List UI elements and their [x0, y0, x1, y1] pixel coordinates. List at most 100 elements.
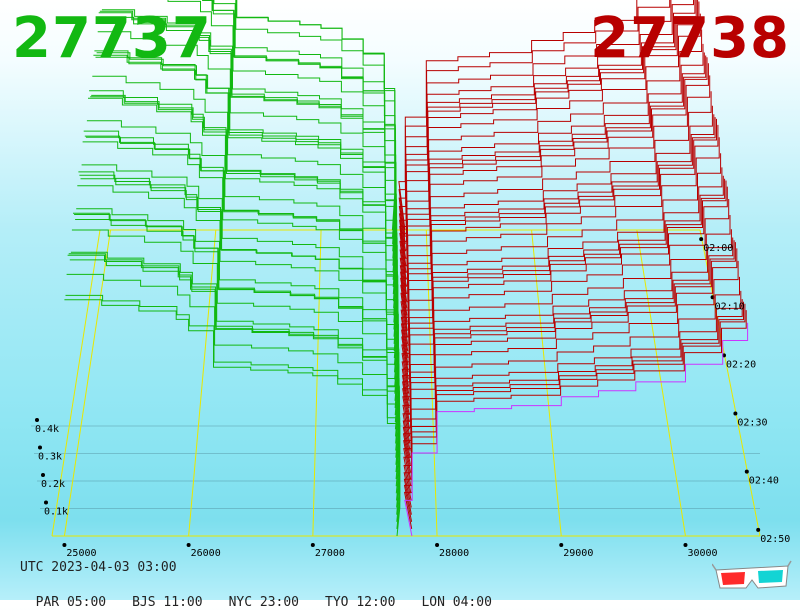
- bid-depth-line: [213, 0, 396, 252]
- depth-tick-label: 0.3k: [38, 452, 62, 463]
- ask-depth-line: [401, 137, 720, 387]
- ask-depth-line: [402, 240, 735, 465]
- bid-depth-line: [70, 251, 400, 494]
- ask-depth-line: [402, 229, 732, 451]
- bid-depth-line: [73, 212, 400, 480]
- ask-depth-line: [399, 52, 705, 309]
- ask-depth-line: [403, 248, 738, 480]
- price-gridline: [312, 229, 322, 537]
- timezone-nyc: NYC 23:00: [228, 595, 300, 610]
- time-tick-dot: [756, 527, 761, 532]
- bid-depth-line: [90, 96, 398, 366]
- ask-depth-line: [400, 63, 709, 330]
- timezone-par: PAR 05:00: [35, 595, 107, 610]
- ask-depth-line: [402, 186, 728, 430]
- price-tick-label: 30000: [687, 548, 717, 559]
- ask-depth-line: [400, 57, 708, 323]
- bid-depth-line: [82, 141, 399, 416]
- price-tick-dot: [559, 543, 564, 547]
- ask-depth-line: [398, 0, 696, 259]
- ask-depth-line: [401, 118, 717, 373]
- timezone-list: PAR 05:00 BJS 11:00 NYC 23:00 TYO 12:00 LON …: [20, 580, 518, 610]
- ask-depth-line: [404, 322, 749, 537]
- bid-depth-line: [100, 16, 397, 295]
- depth-tick-dot: [35, 418, 39, 422]
- ask-depth-line: [401, 175, 724, 408]
- ask-depth-line: [403, 301, 744, 515]
- ask-depth-line: [398, 0, 694, 252]
- ask-depth-line: [399, 29, 703, 295]
- 3d-glasses-icon[interactable]: [712, 560, 792, 594]
- bid-depth-line: [235, 0, 396, 245]
- utc-time: UTC 2023-04-03 03:00: [20, 560, 177, 575]
- ask-depth-line: [403, 299, 743, 508]
- frame-line: [51, 229, 101, 537]
- price-tick-dot: [62, 543, 67, 547]
- bid-depth-line: [75, 219, 400, 465]
- bid-depth-line: [93, 54, 398, 344]
- price-gridline: [188, 229, 217, 537]
- ask-depth-line: [398, 0, 638, 231]
- bid-depth-line: [212, 0, 396, 266]
- ask-depth-line: [401, 167, 723, 401]
- ask-depth-line: [398, 0, 672, 245]
- bid-depth-line: [99, 10, 397, 302]
- timezone-bjs: BJS 11:00: [132, 595, 203, 610]
- time-tick-label: 02:30: [737, 418, 767, 429]
- price-gridline: [531, 229, 562, 537]
- ask-depth-line: [402, 237, 734, 458]
- bid-depth-line: [167, 0, 397, 280]
- bid-depth-line: [95, 56, 397, 330]
- bid-depth-line: [80, 178, 399, 430]
- ask-depth-line: [400, 91, 712, 344]
- bid-depth-line: [86, 120, 398, 387]
- bid-depth-line: [71, 229, 400, 487]
- ask-depth-line: [403, 310, 747, 529]
- bid-depth-line: [97, 31, 397, 316]
- depth-tick-label: 0.4k: [35, 424, 59, 435]
- time-tick-label: 02:40: [749, 476, 779, 487]
- price-tick-label: 28000: [439, 548, 469, 559]
- timezone-lon: LON 04:00: [421, 595, 492, 610]
- price-tick-label: 29000: [563, 548, 593, 559]
- bid-depth-line: [66, 273, 401, 522]
- ask-depth-line: [401, 178, 726, 416]
- depth-tick-dot: [38, 445, 42, 450]
- bid-depth-line: [91, 94, 398, 359]
- depth-tick-dot: [41, 473, 45, 477]
- bid-depth-line: [81, 164, 399, 423]
- bid-depth-line: [88, 97, 398, 380]
- time-tick-dot: [744, 469, 749, 474]
- bid-depth-line: [67, 254, 400, 515]
- timezone-tyo: TYO 12:00: [325, 595, 396, 610]
- ask-depth-line: [399, 0, 697, 266]
- ask-depth-line: [402, 242, 736, 473]
- bid-price: 27737: [12, 6, 212, 71]
- ask-depth-line: [399, 1, 700, 280]
- ask-depth-line: [402, 199, 730, 437]
- ask-depth-line: [400, 55, 707, 316]
- depth-chart: 0.1k 0.2k 0.3k 0.4k 25000 26000 27000 28000 2900…: [31, 0, 790, 559]
- ask-depth-line: [402, 180, 727, 423]
- ask-depth-line: [401, 124, 719, 380]
- price-tick-dot: [683, 543, 688, 547]
- ask-depth-line: [398, 0, 671, 238]
- price-gridline: [63, 229, 112, 537]
- price-tick-dot: [186, 543, 191, 547]
- time-tick-label: 02:20: [726, 359, 756, 370]
- bid-depth-line: [94, 50, 397, 337]
- price-tick-label: 25000: [66, 548, 96, 559]
- bid-depth-line: [211, 0, 396, 273]
- time-tick-dot: [699, 237, 704, 242]
- time-tick-label: 02:10: [715, 301, 745, 312]
- ask-depth-line: [399, 0, 699, 273]
- price-tick-label: 27000: [315, 548, 345, 559]
- ask-depth-line: [400, 75, 711, 337]
- price-gridline: [636, 229, 686, 537]
- bid-depth-line: [64, 299, 401, 537]
- ask-depth-line: [400, 105, 713, 352]
- bid-depth-line: [74, 214, 400, 473]
- axis-labels: 0.1k 0.2k 0.3k 0.4k 25000 26000 27000 28000 2900…: [35, 243, 790, 559]
- bid-depth-line: [76, 208, 399, 458]
- price-tick-label: 26000: [191, 548, 221, 559]
